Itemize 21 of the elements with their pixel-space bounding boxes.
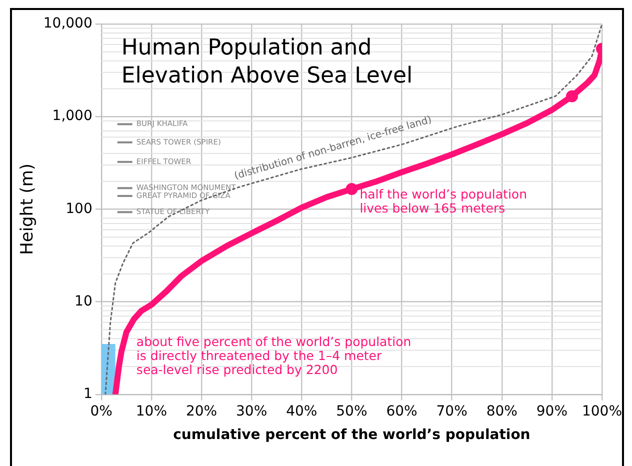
x-tick-label: 50% <box>336 403 368 420</box>
x-tick-label: 100% <box>582 403 622 420</box>
y-tick-label: 1 <box>83 386 92 402</box>
text: Human Population and Elevation Above Sea Level <box>121 36 413 89</box>
x-tick-label: 60% <box>386 403 418 420</box>
x-tick-label: 20% <box>186 403 218 420</box>
x-tick-label: 70% <box>436 403 468 420</box>
y-tick-label: 100 <box>66 200 92 217</box>
annotation: about five percent of the world’s population is directly threatened by the 1–4 meter sea-level rise predicted by 2200 <box>136 334 412 378</box>
y-tick-label: 10,000 <box>43 16 92 32</box>
x-tick-label: 10% <box>136 403 168 420</box>
annotation: half the world’s population lives below 165 meters <box>360 186 528 216</box>
y-axis-title: Height (m) <box>18 163 38 255</box>
x-tick-label: 0% <box>90 403 112 420</box>
x-tick-label: 80% <box>486 403 518 420</box>
x-tick-label: 40% <box>286 403 318 420</box>
y-tick-label: 10 <box>74 293 92 310</box>
x-tick-label: 90% <box>536 403 568 420</box>
x-axis-title: cumulative percent of the world’s population <box>173 427 530 444</box>
x-tick-label: 30% <box>236 403 268 420</box>
y-tick-label: 1,000 <box>52 108 92 124</box>
